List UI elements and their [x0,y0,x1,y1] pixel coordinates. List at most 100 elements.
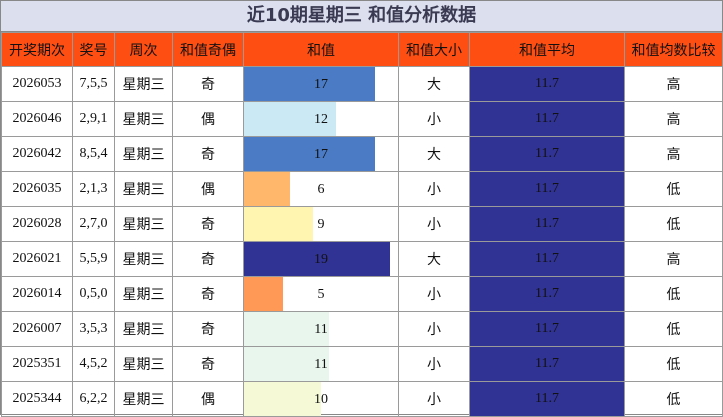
period-cell: 2026042 [1,136,73,172]
period-cell: 2026007 [1,311,73,347]
table-row: 2026014 0,5,0 星期三奇 5 小 11.7 低 [1,276,723,312]
table-row: 2026046 2,9,1 星期三偶 12 小 11.7 高 [1,101,723,137]
period-cell: 2026014 [1,276,73,312]
weekday-cell: 星期三 [114,171,173,207]
sum-value: 12 [314,111,328,127]
compare-cell: 低 [624,311,723,347]
size-cell: 小 [398,381,470,417]
header-average: 和值平均 [469,32,625,67]
size-cell: 大 [398,136,470,172]
sum-value: 10 [314,391,328,407]
average-cell: 11.7 [469,136,625,172]
size-cell: 大 [398,241,470,277]
size-cell: 小 [398,206,470,242]
numbers-cell: 7,5,5 [72,66,115,102]
sum-bar [244,277,283,311]
sum-cell: 11 [243,346,399,382]
numbers-cell: 8,5,4 [72,136,115,172]
weekday-cell: 星期三 [114,101,173,137]
sum-value: 6 [317,181,325,197]
sum-cell: 17 [243,136,399,172]
sum-cell: 12 [243,101,399,137]
weekday-cell: 星期三 [114,136,173,172]
table-body: 2026053 7,5,5 星期三奇 17 大 11.7 高 2026046 2,9,1 星期三偶… [1,66,723,417]
table-row: 2026007 3,5,3 星期三奇 11 小 11.7 低 [1,311,723,347]
weekday-cell: 星期三 [114,311,173,347]
parity-cell: 奇 [172,66,244,102]
compare-cell: 高 [624,101,723,137]
period-cell: 2026046 [1,101,73,137]
average-cell: 11.7 [469,311,625,347]
parity-cell: 奇 [172,241,244,277]
table-row: 2026042 8,5,4 星期三奇 17 大 11.7 高 [1,136,723,172]
size-cell: 小 [398,311,470,347]
sum-cell: 11 [243,311,399,347]
sum-value: 5 [317,286,325,302]
sum-cell: 5 [243,276,399,312]
numbers-cell: 3,5,3 [72,311,115,347]
parity-cell: 偶 [172,381,244,417]
numbers-cell: 5,5,9 [72,241,115,277]
sum-value: 17 [314,146,328,162]
average-cell: 11.7 [469,241,625,277]
header-size: 和值大小 [398,32,470,67]
sum-value: 19 [314,251,328,267]
size-cell: 大 [398,66,470,102]
table-row: 2025344 6,2,2 星期三偶 10 小 11.7 低 [1,381,723,417]
table-row: 2025351 4,5,2 星期三奇 11 小 11.7 低 [1,346,723,382]
sum-analysis-table: 开奖期次 奖号 周次 和值奇偶 和值 和值大小 和值平均 和值均数比较 2026… [1,32,723,417]
sum-bar [244,312,329,346]
sum-bar [244,102,337,136]
parity-cell: 偶 [172,101,244,137]
weekday-cell: 星期三 [114,276,173,312]
header-period: 开奖期次 [1,32,73,67]
weekday-cell: 星期三 [114,206,173,242]
sum-bar [244,172,291,206]
sum-value: 11 [314,356,328,372]
header-numbers: 奖号 [72,32,115,67]
sum-bar [244,347,329,381]
average-cell: 11.7 [469,101,625,137]
compare-cell: 低 [624,171,723,207]
period-cell: 2025344 [1,381,73,417]
sum-value: 9 [317,216,325,232]
table-row: 2026053 7,5,5 星期三奇 17 大 11.7 高 [1,66,723,102]
sum-bar [244,207,314,241]
sum-bar [244,137,375,171]
period-cell: 2026028 [1,206,73,242]
table-row: 2026028 2,7,0 星期三奇 9 小 11.7 低 [1,206,723,242]
compare-cell: 高 [624,66,723,102]
weekday-cell: 星期三 [114,346,173,382]
parity-cell: 奇 [172,276,244,312]
sum-bar [244,67,375,101]
table-header-row: 开奖期次 奖号 周次 和值奇偶 和值 和值大小 和值平均 和值均数比较 [1,32,723,67]
sum-cell: 19 [243,241,399,277]
size-cell: 小 [398,346,470,382]
period-cell: 2026035 [1,171,73,207]
sum-value: 17 [314,76,328,92]
period-cell: 2026021 [1,241,73,277]
compare-cell: 高 [624,241,723,277]
size-cell: 小 [398,276,470,312]
average-cell: 11.7 [469,381,625,417]
sum-cell: 9 [243,206,399,242]
sum-cell: 17 [243,66,399,102]
numbers-cell: 0,5,0 [72,276,115,312]
weekday-cell: 星期三 [114,241,173,277]
weekday-cell: 星期三 [114,66,173,102]
panel-title: 近10期星期三 和值分析数据 [1,1,722,32]
parity-cell: 奇 [172,346,244,382]
compare-cell: 低 [624,276,723,312]
parity-cell: 偶 [172,171,244,207]
compare-cell: 低 [624,346,723,382]
sum-bar [244,242,391,276]
weekday-cell: 星期三 [114,381,173,417]
numbers-cell: 2,9,1 [72,101,115,137]
numbers-cell: 2,1,3 [72,171,115,207]
sum-cell: 10 [243,381,399,417]
header-parity: 和值奇偶 [172,32,244,67]
numbers-cell: 6,2,2 [72,381,115,417]
average-cell: 11.7 [469,206,625,242]
average-cell: 11.7 [469,276,625,312]
